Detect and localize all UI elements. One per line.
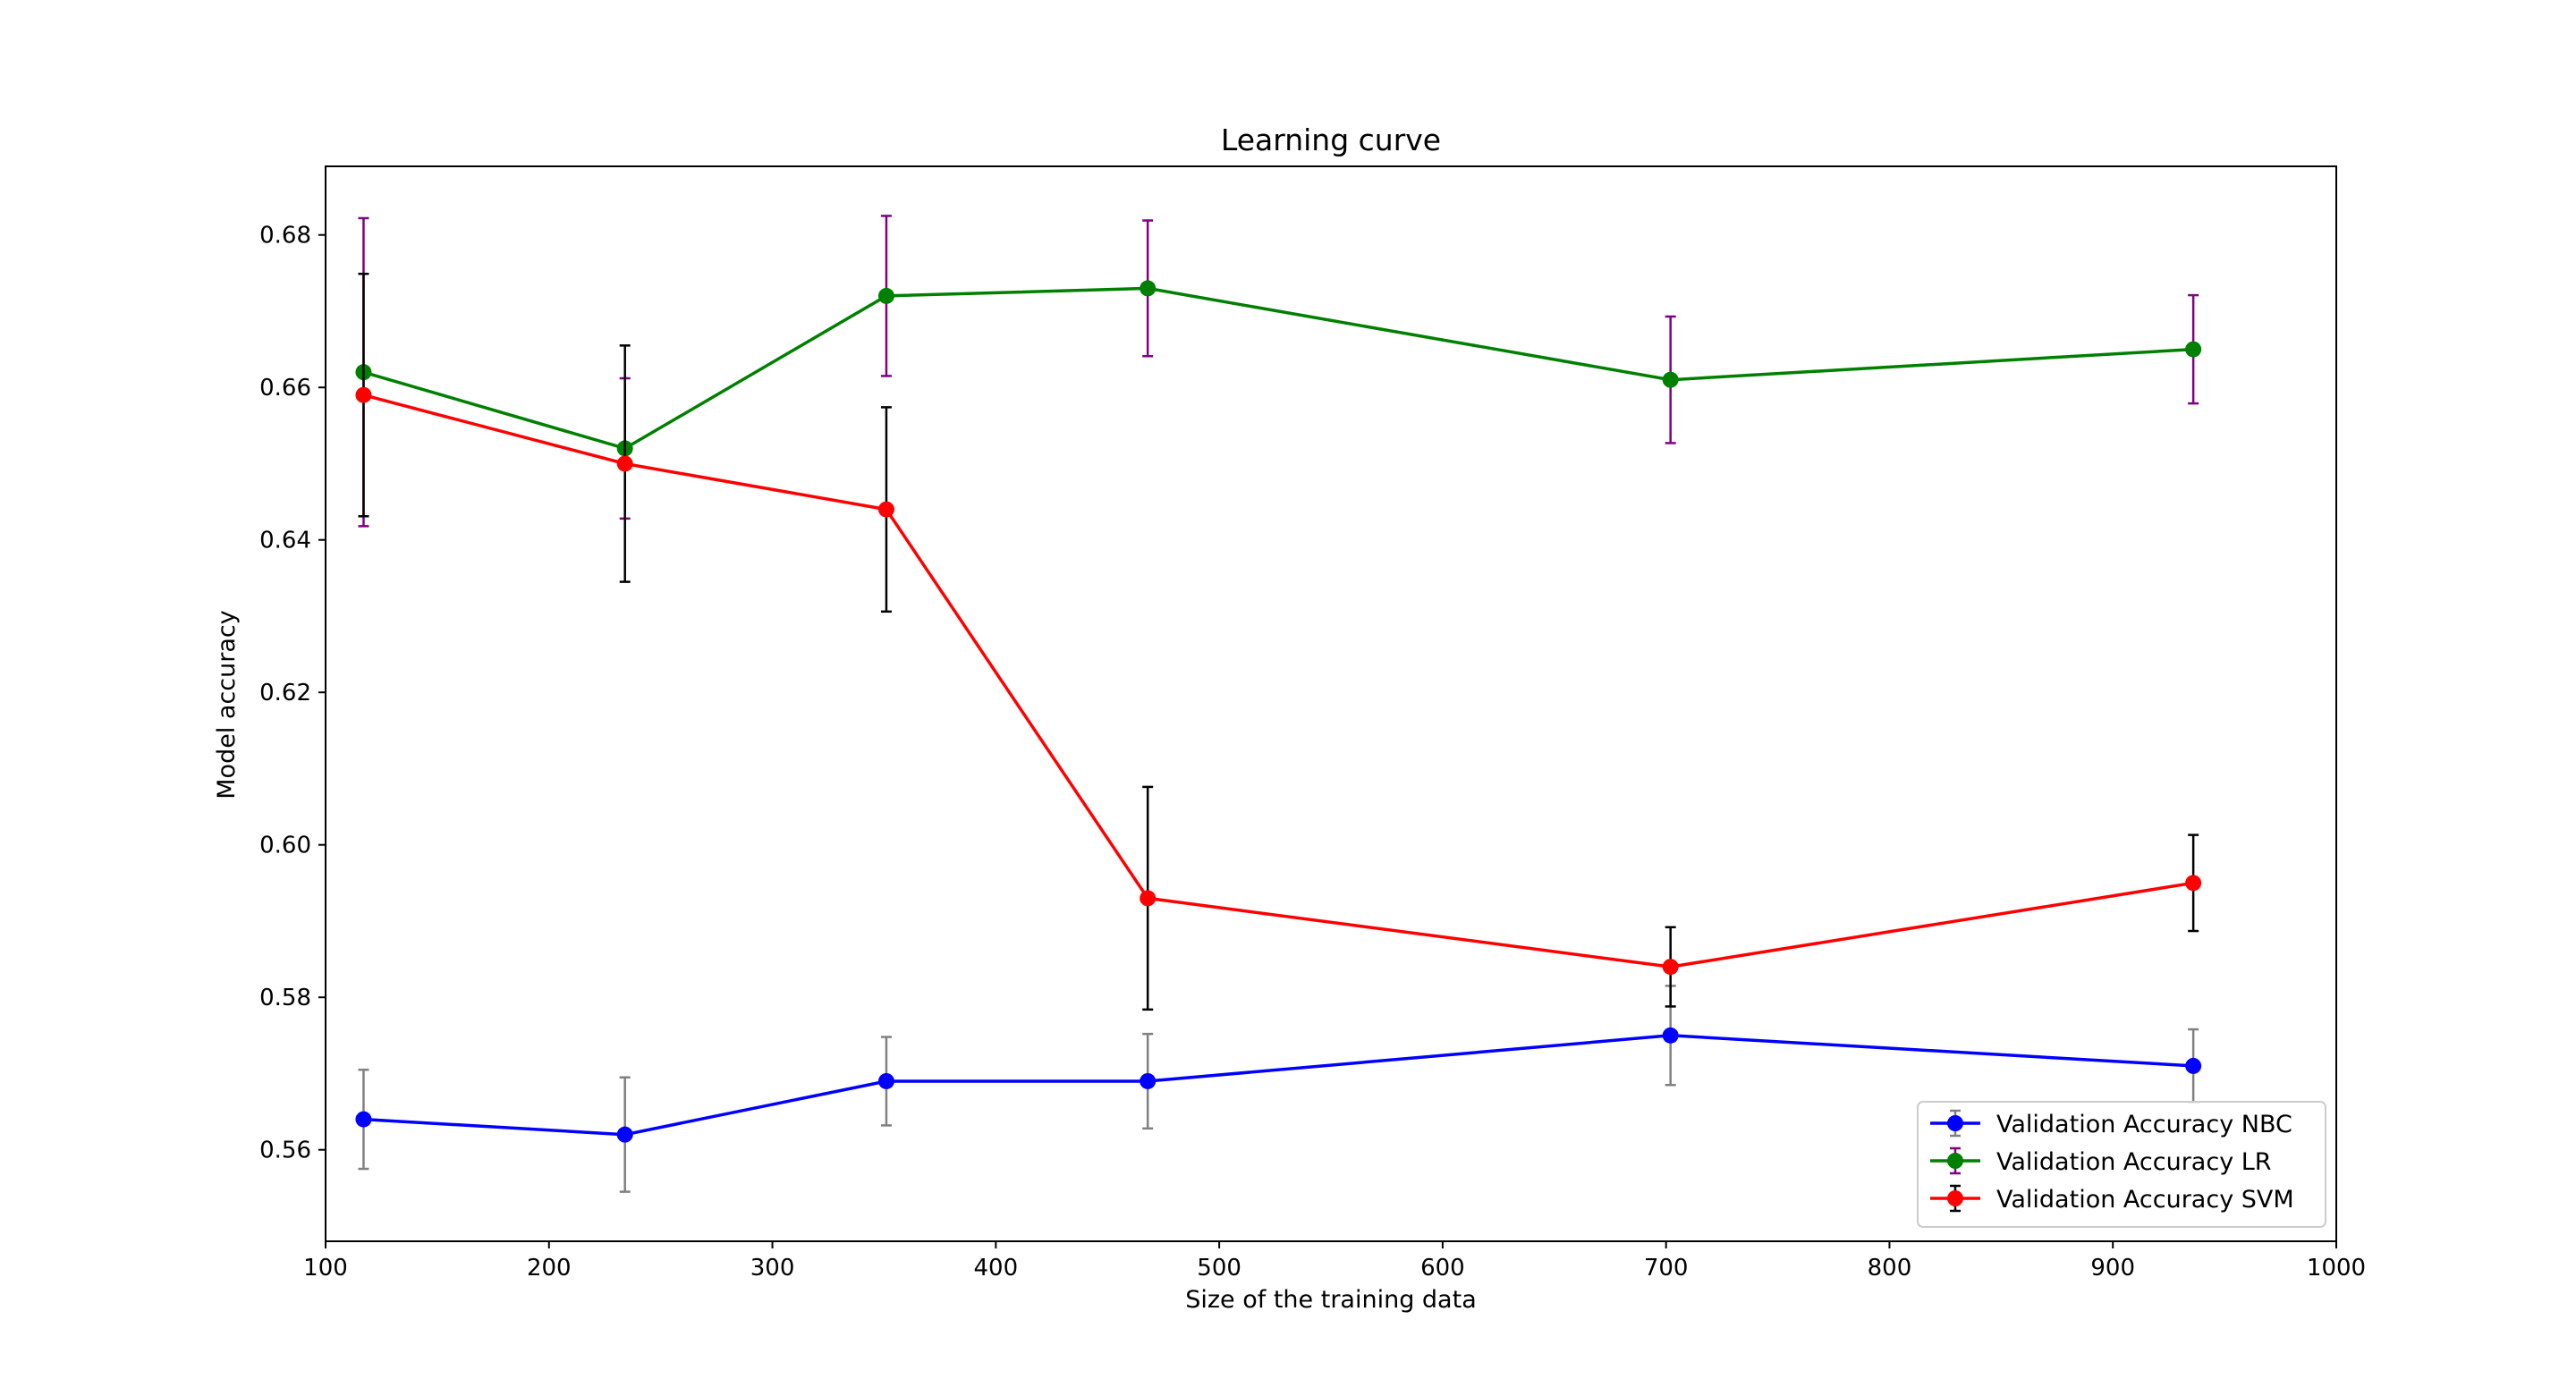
legend-box	[1917, 1101, 2326, 1228]
legend-label: Validation Accuracy NBC	[1996, 1111, 2292, 1138]
y-tick-label: 0.62	[259, 680, 311, 706]
data-point	[1140, 890, 1157, 907]
data-point	[877, 501, 894, 518]
data-point	[2185, 875, 2202, 892]
x-tick-label: 400	[974, 1255, 1019, 1282]
chart-title: Learning curve	[1221, 123, 1441, 157]
x-axis-label: Size of the training data	[1185, 1286, 1477, 1314]
y-axis-label: Model accuracy	[213, 610, 241, 799]
y-tick-label: 0.66	[259, 375, 311, 402]
data-point	[877, 287, 894, 304]
y-tick-label: 0.64	[259, 528, 311, 554]
legend-label: Validation Accuracy LR	[1996, 1148, 2272, 1176]
data-point	[1662, 371, 1679, 388]
legend-marker	[1947, 1115, 1963, 1131]
data-point	[877, 1072, 894, 1089]
x-tick-label: 900	[2090, 1255, 2135, 1282]
data-point	[1662, 1027, 1679, 1044]
data-point	[616, 1126, 633, 1143]
data-point	[1662, 959, 1679, 976]
axes-frame	[325, 165, 2337, 1242]
x-tick-label: 800	[1868, 1255, 1912, 1282]
y-tick-label: 0.60	[259, 833, 311, 859]
data-point	[616, 455, 633, 472]
legend-item: Validation Accuracy SVM	[1930, 1184, 2294, 1214]
data-point	[1140, 1072, 1157, 1089]
plot-area: 100 200 300 400 500 600 700 800 900 1000 0.56 0.58 0…	[259, 165, 2366, 1282]
legend-label: Validation Accuracy SVM	[1996, 1186, 2294, 1214]
data-point	[2185, 1057, 2202, 1074]
x-tick-label: 600	[1420, 1255, 1465, 1282]
data-point	[2185, 341, 2202, 358]
legend-item: Validation Accuracy LR	[1930, 1146, 2272, 1176]
x-tick-label: 200	[527, 1255, 572, 1282]
x-tick-label: 500	[1197, 1255, 1241, 1282]
series-line	[363, 1034, 2194, 1137]
legend-item: Validation Accuracy NBC	[1930, 1109, 2292, 1138]
x-tick-label: 700	[1644, 1255, 1689, 1282]
legend-marker	[1947, 1190, 1963, 1206]
y-tick-label: 0.58	[259, 985, 311, 1011]
legend: Validation Accuracy NBC Validation Accura…	[1917, 1101, 2326, 1228]
y-tick-label: 0.68	[259, 223, 311, 250]
data-point	[355, 386, 372, 403]
series-line	[363, 393, 2194, 969]
y-tick-label: 0.56	[259, 1138, 311, 1164]
x-tick-label: 300	[750, 1255, 795, 1282]
x-tick-label: 1000	[2307, 1255, 2366, 1282]
data-point	[355, 1111, 372, 1128]
data-point	[1140, 280, 1157, 297]
legend-marker	[1947, 1153, 1963, 1169]
x-tick-label: 100	[303, 1255, 348, 1282]
series-line	[363, 286, 2194, 451]
